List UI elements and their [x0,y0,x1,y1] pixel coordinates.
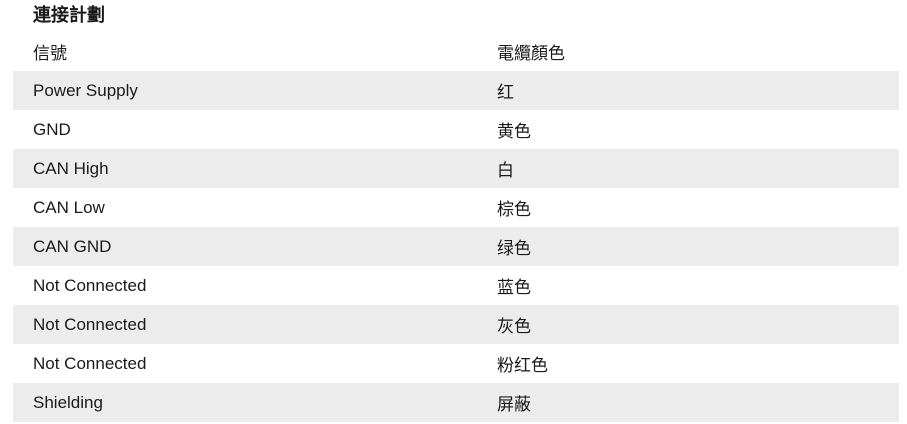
table-row: CAN GND 绿色 [13,227,899,266]
signal-cell: CAN Low [13,188,477,227]
cable-color-cell: 蓝色 [477,266,899,305]
cable-color-cell: 绿色 [477,227,899,266]
column-header-signal: 信號 [13,32,477,71]
table-row: GND 黄色 [13,110,899,149]
column-header-cable-color: 電纜顏色 [477,32,899,71]
table-row: Not Connected 粉红色 [13,344,899,383]
signal-cell: Not Connected [13,344,477,383]
cable-color-cell: 黄色 [477,110,899,149]
cable-color-cell: 白 [477,149,899,188]
signal-cell: Not Connected [13,266,477,305]
cable-color-cell: 粉红色 [477,344,899,383]
table-row: Not Connected 灰色 [13,305,899,344]
cable-color-cell: 屏蔽 [477,383,899,422]
table-row: Shielding 屏蔽 [13,383,899,422]
signal-cell: CAN GND [13,227,477,266]
signal-cell: Power Supply [13,71,477,110]
table-row: Not Connected 蓝色 [13,266,899,305]
cable-color-cell: 灰色 [477,305,899,344]
table-row: CAN Low 棕色 [13,188,899,227]
cable-color-cell: 红 [477,71,899,110]
page-title: 連接計劃 [33,5,105,25]
signal-cell: Shielding [13,383,477,422]
table-row: Power Supply 红 [13,71,899,110]
signal-cell: CAN High [13,149,477,188]
signal-cell: GND [13,110,477,149]
cable-color-cell: 棕色 [477,188,899,227]
table-row: CAN High 白 [13,149,899,188]
table-header-row: 信號 電纜顏色 [13,32,899,71]
signal-cell: Not Connected [13,305,477,344]
connection-plan-table: 信號 電纜顏色 Power Supply 红 GND 黄色 CAN High 白… [13,32,899,422]
